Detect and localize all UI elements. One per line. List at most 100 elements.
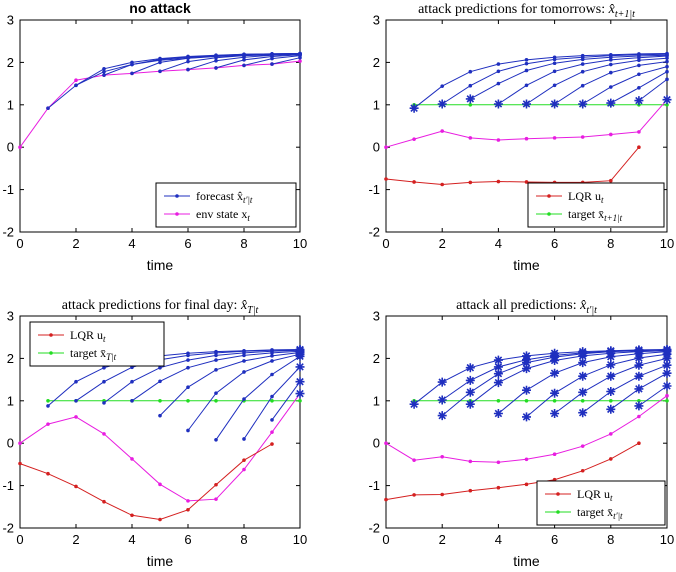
- data-point-env: [412, 137, 416, 141]
- x-tick-label: 10: [293, 236, 307, 251]
- y-tick-label: 1: [7, 97, 14, 112]
- data-point-env: [384, 145, 388, 149]
- legend-label-subscript: t′|t: [243, 195, 253, 205]
- x-tick-label: 6: [184, 236, 191, 251]
- data-point-env: [242, 467, 246, 472]
- legend-label-text: target x̄: [70, 346, 106, 360]
- x-tick-label: 0: [16, 532, 23, 547]
- data-point-env: [440, 454, 445, 459]
- attack-star-marker: [606, 346, 616, 356]
- y-tick-label: -2: [368, 225, 380, 240]
- y-tick-label: 2: [373, 55, 380, 70]
- series-line-forecast: [526, 57, 668, 105]
- y-tick-label: 0: [7, 140, 14, 155]
- attack-star-marker: [578, 358, 588, 368]
- legend-box: [155, 182, 297, 228]
- attack-star-marker: [662, 368, 672, 378]
- data-point-forecast: [270, 351, 274, 355]
- attack-star-marker: [409, 103, 419, 113]
- data-point-forecast: [186, 428, 190, 433]
- data-point-lqr: [270, 442, 274, 446]
- data-point-forecast: [186, 67, 190, 72]
- data-point-forecast: [130, 62, 134, 67]
- attack-star-marker: [606, 98, 616, 108]
- data-point-env: [552, 136, 557, 140]
- data-point-env: [214, 497, 218, 501]
- data-point-forecast: [214, 391, 218, 395]
- chart-title-symbol: x̂: [608, 2, 616, 17]
- data-point-forecast: [242, 351, 246, 355]
- data-point-forecast: [665, 56, 669, 60]
- data-point-target: [496, 399, 501, 403]
- data-point-env: [18, 441, 22, 446]
- legend-label-subscript: t′|t: [613, 511, 623, 521]
- chart-title-text: attack predictions for final day:: [62, 298, 241, 313]
- attack-star-marker: [522, 412, 531, 422]
- series-line-lqr: [385, 442, 640, 501]
- attack-star-marker: [295, 362, 305, 372]
- data-point-target: [298, 399, 302, 403]
- data-point-forecast: [130, 71, 134, 76]
- y-tick-label: 3: [373, 309, 380, 324]
- data-point-forecast: [637, 72, 641, 77]
- attack-star-marker: [465, 375, 475, 385]
- data-point-forecast: [46, 106, 50, 110]
- data-point-forecast: [609, 58, 613, 62]
- legend-label-text: target x̄: [568, 207, 604, 221]
- data-point-env: [468, 459, 473, 464]
- attack-star-marker: [409, 399, 419, 409]
- data-point-forecast: [242, 63, 246, 68]
- chart-panel-4: 0 2 4 6 8 10 -2 -1 0 1 2 3 time attack all prediction…: [368, 298, 674, 569]
- data-point-lqr: [130, 513, 134, 518]
- attack-star-marker: [606, 371, 616, 381]
- legend: LQR ut target x̄t′|t: [536, 480, 666, 526]
- data-point-forecast: [580, 57, 585, 62]
- data-point-forecast: [130, 379, 134, 384]
- data-point-forecast: [270, 62, 274, 66]
- x-tick-label: 4: [128, 532, 135, 547]
- data-point-forecast: [102, 379, 106, 384]
- data-point-lqr: [580, 468, 585, 473]
- data-point-env: [468, 136, 473, 140]
- data-point-env: [158, 482, 162, 487]
- attack-star-marker: [465, 399, 475, 409]
- data-point-target: [158, 399, 162, 403]
- data-point-forecast: [270, 56, 274, 61]
- attack-star-marker: [634, 401, 644, 411]
- attack-star-marker: [662, 360, 672, 370]
- x-axis-label: time: [513, 553, 540, 569]
- attack-star-marker: [493, 99, 503, 109]
- data-point-lqr: [496, 485, 501, 490]
- chart-title-symbol: x̂: [579, 298, 587, 313]
- data-point-lqr: [46, 471, 50, 476]
- legend-label-subscript: t: [247, 213, 250, 223]
- data-point-lqr: [74, 484, 78, 489]
- attack-star-marker: [295, 389, 305, 399]
- data-point-forecast: [74, 83, 78, 88]
- data-point-forecast: [665, 69, 669, 74]
- data-point-forecast: [496, 69, 501, 74]
- attack-star-marker: [634, 345, 644, 355]
- chart-title: attack all predictions: x̂t′|t: [456, 298, 597, 316]
- legend-marker-target: [556, 510, 560, 514]
- chart-title-text: attack all predictions:: [456, 298, 580, 313]
- data-point-env: [580, 135, 585, 139]
- attack-star-marker: [578, 408, 588, 418]
- series-line-forecast: [526, 353, 668, 418]
- series-line-forecast: [638, 79, 668, 101]
- attack-star-marker: [606, 360, 616, 370]
- legend-label-forecast: forecast x̂t′|t: [196, 189, 253, 205]
- y-tick-label: 2: [373, 351, 380, 366]
- attack-star-marker: [578, 347, 588, 357]
- data-point-env: [496, 138, 501, 142]
- data-point-forecast: [242, 370, 246, 374]
- y-tick-label: -2: [2, 225, 14, 240]
- data-point-lqr: [242, 458, 246, 462]
- x-tick-label: 6: [551, 532, 558, 547]
- attack-star-marker: [662, 381, 672, 391]
- x-tick-label: 4: [495, 532, 502, 547]
- y-tick-label: 0: [7, 436, 14, 451]
- data-point-forecast: [609, 70, 613, 75]
